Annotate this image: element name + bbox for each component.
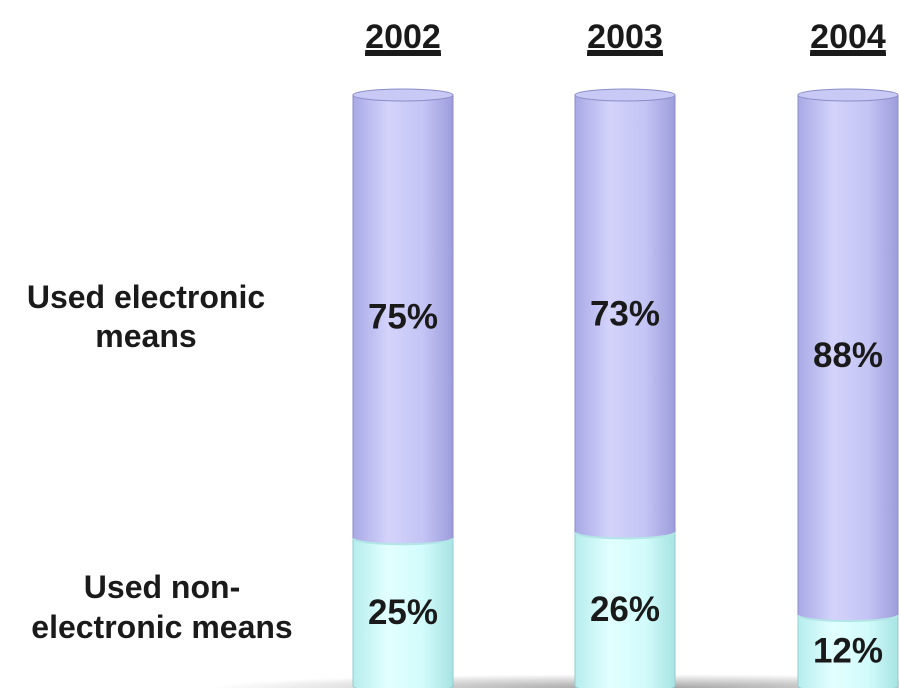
data-label-electronic-2002: 75% (368, 298, 438, 337)
year-underline-2004 (810, 53, 886, 56)
data-label-electronic-2004: 88% (813, 336, 883, 375)
row-label-non-electronic-line2: electronic means (31, 609, 292, 645)
bar-divider-2004 (797, 614, 899, 623)
data-label-non-electronic-2003: 26% (590, 590, 660, 629)
year-underline-2003 (587, 53, 663, 56)
floor-shadow (210, 674, 899, 688)
year-underline-2002 (365, 53, 441, 56)
year-label-2002: 2002 (365, 18, 441, 56)
year-label-2004: 2004 (810, 18, 886, 56)
bar-divider-2003 (574, 531, 676, 540)
floor-shadow-ellipse (210, 674, 899, 688)
bar-top-cap-2003 (574, 88, 676, 102)
row-label-electronic-line2: means (95, 318, 196, 354)
data-label-non-electronic-2004: 12% (813, 632, 883, 671)
bar-top-cap-2002 (352, 88, 454, 102)
bar-divider-2002 (352, 537, 454, 546)
data-label-non-electronic-2002: 25% (368, 593, 438, 632)
row-label-electronic-line1: Used electronic (27, 279, 265, 315)
data-label-electronic-2003: 73% (590, 295, 660, 334)
bar-group: 2002 75% 25% 2003 73% 26% 2004 88% 12% (352, 18, 899, 688)
bar-top-cap-2004 (797, 88, 899, 102)
row-label-non-electronic-line1: Used non- (84, 569, 240, 605)
year-label-2003: 2003 (587, 18, 663, 56)
